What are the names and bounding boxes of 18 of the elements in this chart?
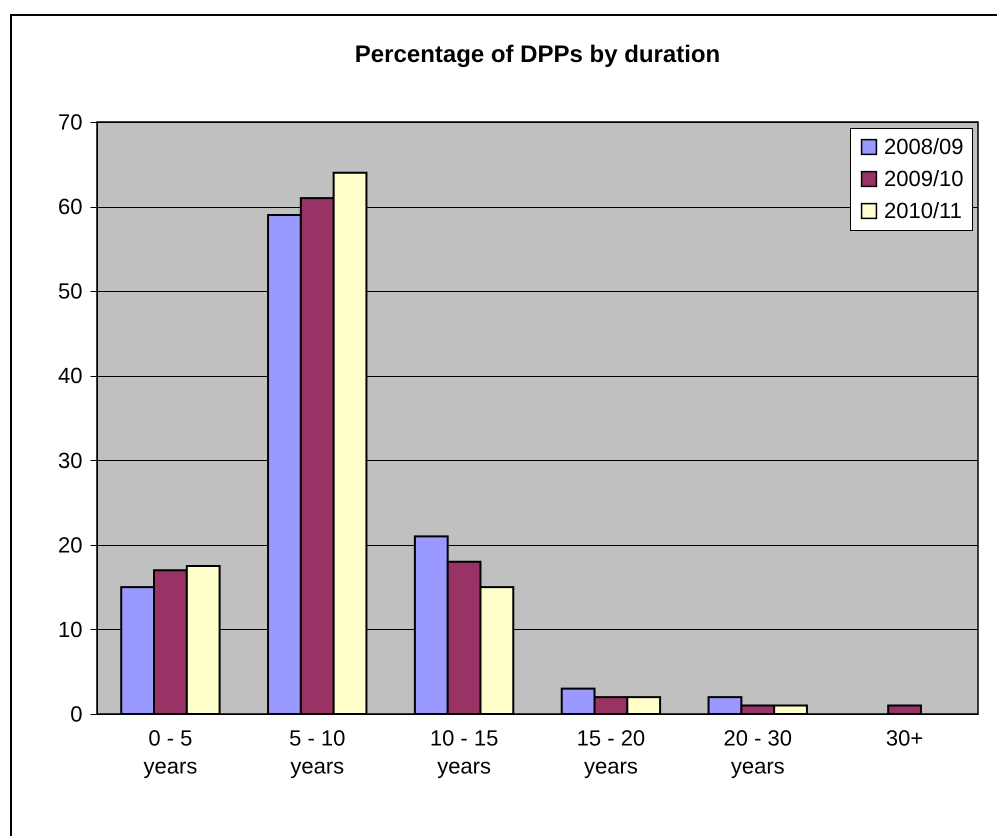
y-tick-label: 10 xyxy=(58,616,82,642)
y-tick-label: 70 xyxy=(58,110,82,134)
y-tick-label: 50 xyxy=(58,278,82,304)
x-tick-label: 5 - 10 years xyxy=(289,726,346,778)
x-tick-label: 15 - 20 years xyxy=(576,726,646,778)
chart-title: Percentage of DPPs by duration xyxy=(354,41,720,68)
y-tick-label: 40 xyxy=(58,363,82,388)
y-tick-label: 30 xyxy=(58,448,82,473)
x-tick-label: 20 - 30 years xyxy=(724,726,792,778)
y-tick-label: 60 xyxy=(58,194,82,220)
y-tick-label: 20 xyxy=(58,532,82,558)
y-tick-label: 0 xyxy=(70,702,82,726)
x-tick-label: 30+ xyxy=(886,726,924,750)
x-tick-label: 10 - 15 years xyxy=(430,726,498,778)
x-tick-label: 0 - 5 years xyxy=(144,726,198,778)
legend-label: 2009/10 xyxy=(884,166,964,191)
legend-label: 2008/09 xyxy=(884,134,964,159)
legend-label: 2010/11 xyxy=(884,198,962,223)
